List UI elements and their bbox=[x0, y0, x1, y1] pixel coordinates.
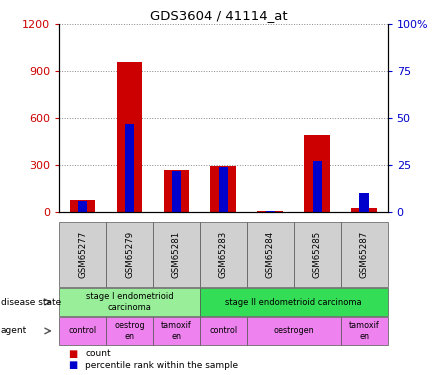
Bar bbox=[211, 166, 236, 212]
Text: oestrog
en: oestrog en bbox=[114, 321, 145, 340]
Text: GSM65277: GSM65277 bbox=[78, 231, 87, 278]
Bar bbox=[313, 161, 322, 212]
Bar bbox=[163, 170, 189, 212]
Text: agent: agent bbox=[1, 326, 27, 335]
Bar bbox=[304, 135, 330, 212]
Text: GSM65281: GSM65281 bbox=[172, 231, 181, 278]
Bar bbox=[172, 171, 181, 212]
Text: GSM65285: GSM65285 bbox=[313, 231, 322, 278]
Text: GDS3604 / 41114_at: GDS3604 / 41114_at bbox=[150, 9, 288, 22]
Bar bbox=[117, 62, 142, 212]
Bar bbox=[125, 124, 134, 212]
Bar bbox=[78, 201, 87, 212]
Text: GSM65287: GSM65287 bbox=[360, 231, 369, 278]
Text: ■: ■ bbox=[68, 349, 77, 359]
Text: control: control bbox=[209, 326, 237, 335]
Text: disease state: disease state bbox=[1, 298, 61, 307]
Bar bbox=[70, 200, 95, 212]
Text: GSM65283: GSM65283 bbox=[219, 231, 228, 278]
Text: stage I endometrioid
carcinoma: stage I endometrioid carcinoma bbox=[86, 292, 173, 312]
Text: GSM65284: GSM65284 bbox=[266, 231, 275, 278]
Text: percentile rank within the sample: percentile rank within the sample bbox=[85, 361, 239, 370]
Bar bbox=[219, 167, 228, 212]
Bar bbox=[360, 193, 369, 212]
Text: ■: ■ bbox=[68, 360, 77, 370]
Text: control: control bbox=[68, 326, 97, 335]
Text: GSM65279: GSM65279 bbox=[125, 231, 134, 278]
Text: tamoxif
en: tamoxif en bbox=[349, 321, 380, 340]
Bar bbox=[265, 211, 275, 212]
Text: count: count bbox=[85, 349, 111, 358]
Text: tamoxif
en: tamoxif en bbox=[161, 321, 192, 340]
Text: oestrogen: oestrogen bbox=[273, 326, 314, 335]
Bar bbox=[258, 211, 283, 212]
Text: stage II endometrioid carcinoma: stage II endometrioid carcinoma bbox=[226, 298, 362, 307]
Bar bbox=[351, 208, 377, 212]
